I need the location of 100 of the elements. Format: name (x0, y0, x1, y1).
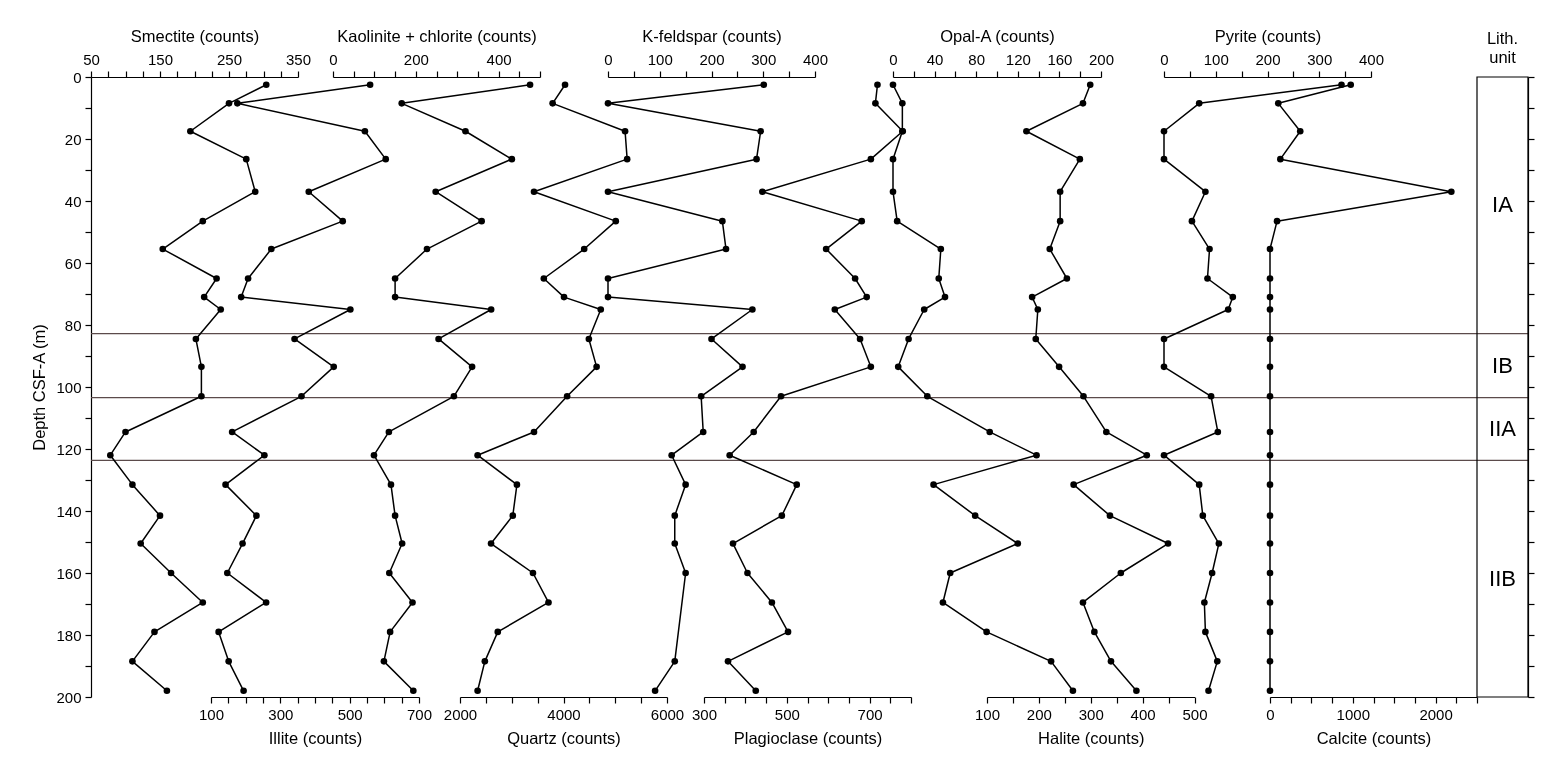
point (385, 428, 393, 436)
point (1208, 569, 1216, 577)
point (262, 81, 270, 89)
point (1448, 188, 1455, 196)
point (244, 275, 252, 282)
point (863, 293, 871, 301)
point (450, 392, 458, 400)
x-axis-title: Illite (counts) (268, 728, 363, 747)
point (1266, 428, 1274, 436)
point (753, 155, 760, 163)
point (1266, 512, 1274, 519)
point (549, 100, 556, 107)
point (899, 100, 906, 107)
x-tick-label: 500 (1182, 705, 1208, 723)
point (752, 687, 760, 695)
x-axis-title: Plagioclase (counts) (733, 728, 883, 747)
y-tick-label: 40 (64, 192, 82, 210)
x-tick-label: 100 (198, 705, 225, 723)
point (1106, 512, 1114, 519)
point (225, 100, 233, 107)
point (423, 245, 431, 253)
point (487, 306, 495, 313)
text: IB (1492, 352, 1513, 378)
x-axis-title: Halite (counts) (1038, 728, 1145, 747)
point (585, 335, 593, 343)
point (1199, 512, 1207, 519)
point (526, 81, 534, 89)
point (199, 217, 207, 225)
point (129, 658, 136, 665)
x-tick-label: 160 (1047, 50, 1073, 68)
point (1032, 335, 1040, 343)
point (200, 293, 208, 301)
x-tick-label: 400 (1358, 50, 1385, 68)
point (225, 658, 232, 665)
x-tick-label: 1000 (1336, 705, 1370, 723)
point (612, 217, 620, 225)
x-tick-label: 0 (329, 50, 338, 68)
point (474, 687, 481, 695)
point (1266, 363, 1274, 371)
point (1266, 245, 1274, 253)
point (867, 363, 875, 371)
point (1229, 293, 1237, 301)
point (187, 127, 194, 135)
text: IA (1492, 192, 1514, 218)
point (604, 293, 612, 301)
x-tick-label: 200 (1026, 705, 1052, 723)
x-tick-label: 40 (926, 50, 944, 68)
point (851, 275, 859, 282)
point (760, 81, 768, 89)
x-tick-label: 100 (647, 50, 673, 68)
point (1046, 245, 1054, 253)
point (361, 127, 369, 135)
y-tick-label: 200 (56, 688, 82, 706)
x-tick-label: 500 (337, 705, 363, 723)
point (1033, 451, 1040, 459)
point (1266, 569, 1274, 577)
point (509, 512, 517, 519)
point (1028, 293, 1036, 301)
x-tick-label: 350 (285, 50, 312, 68)
point (215, 628, 222, 636)
point (1195, 481, 1203, 488)
x-axis-title: Calcite (counts) (1316, 728, 1432, 747)
point (198, 363, 205, 371)
point (1034, 306, 1042, 313)
point (198, 392, 205, 400)
point (671, 540, 679, 547)
point (1266, 335, 1274, 343)
point (382, 155, 390, 163)
point (935, 275, 943, 282)
x-tick-label: 100 (974, 705, 1001, 723)
point (391, 293, 399, 301)
point (831, 306, 839, 313)
point (398, 540, 406, 547)
point (1133, 687, 1140, 695)
point (784, 628, 792, 636)
point (1277, 155, 1284, 163)
x-tick-label: 400 (486, 50, 512, 68)
x-tick-label: 300 (1078, 705, 1104, 723)
point (529, 569, 537, 577)
point (1347, 81, 1355, 89)
point (889, 188, 897, 196)
point (1296, 127, 1304, 135)
x-tick-label: 0 (1160, 50, 1169, 68)
point (1160, 335, 1168, 343)
point (487, 540, 495, 547)
point (768, 599, 776, 606)
x-tick-label: 100 (1203, 50, 1229, 68)
x-axis-title: Opal-A (counts) (940, 26, 1055, 45)
point (739, 363, 746, 371)
x-tick-label: 2000 (1419, 705, 1453, 723)
point (749, 306, 756, 313)
x-tick-label: 0 (604, 50, 613, 68)
point (1266, 481, 1274, 488)
x-tick-label: 300 (1307, 50, 1333, 68)
point (623, 155, 631, 163)
point (939, 599, 947, 606)
point (291, 335, 298, 343)
point (1266, 275, 1274, 282)
point (242, 155, 250, 163)
point (1206, 245, 1213, 253)
